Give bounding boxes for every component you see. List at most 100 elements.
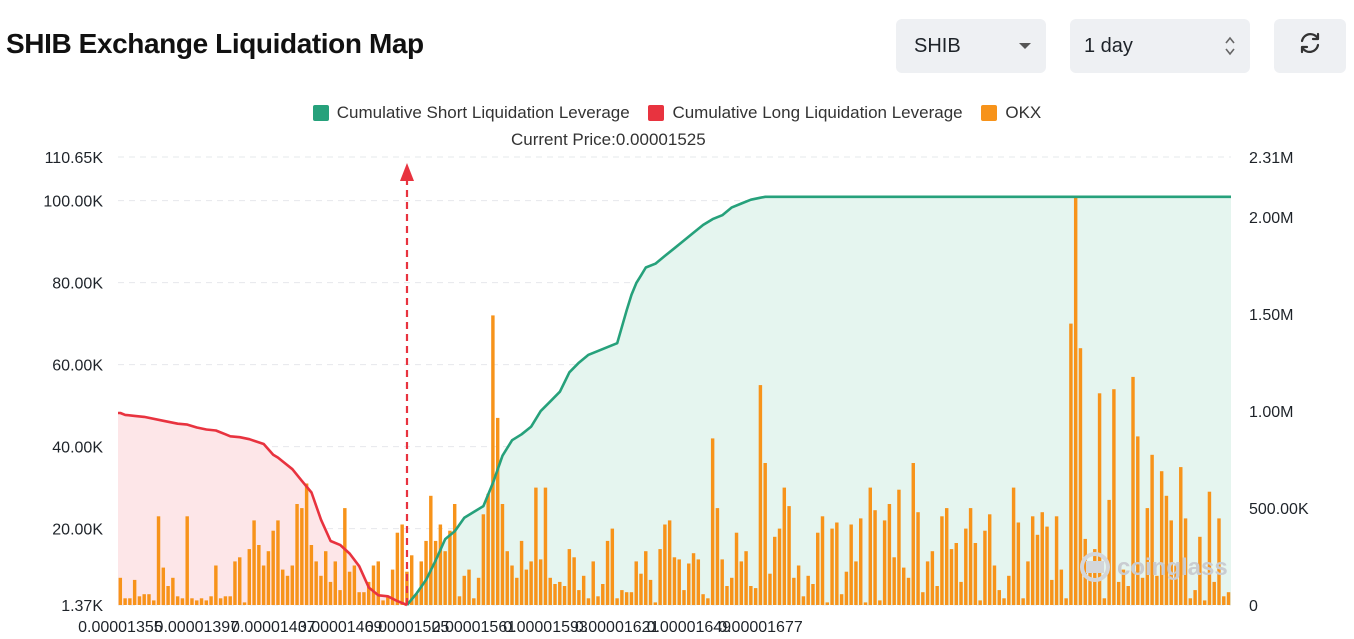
okx-bar bbox=[1021, 598, 1025, 605]
okx-bar bbox=[1217, 518, 1221, 605]
coin-select[interactable]: SHIB bbox=[896, 19, 1046, 73]
okx-bar bbox=[1078, 348, 1083, 605]
okx-bar bbox=[1198, 536, 1202, 605]
okx-bar bbox=[796, 565, 801, 605]
okx-bar bbox=[921, 592, 925, 605]
okx-bar bbox=[467, 569, 471, 605]
okx-bar bbox=[1073, 196, 1078, 605]
okx-bar bbox=[1188, 598, 1193, 605]
okx-bar bbox=[180, 598, 185, 605]
legend-label-short: Cumulative Short Liquidation Leverage bbox=[336, 103, 630, 122]
okx-bar bbox=[195, 600, 199, 605]
okx-bar bbox=[529, 561, 533, 605]
okx-bar bbox=[753, 588, 758, 605]
short-liquidation-area bbox=[407, 196, 1231, 606]
okx-bar bbox=[505, 551, 509, 605]
y-left-tick-label: 100.00K bbox=[43, 194, 103, 211]
okx-bar bbox=[954, 543, 958, 605]
okx-bar bbox=[816, 532, 820, 605]
okx-bar bbox=[882, 520, 887, 605]
okx-bar bbox=[658, 549, 662, 605]
okx-bar bbox=[481, 514, 486, 605]
okx-bar bbox=[457, 596, 462, 605]
okx-bar bbox=[706, 598, 710, 605]
legend-item-long[interactable]: Cumulative Long Liquidation Leverage bbox=[648, 103, 963, 123]
page-title: SHIB Exchange Liquidation Map bbox=[6, 28, 424, 59]
okx-bar bbox=[271, 530, 275, 605]
okx-bar bbox=[524, 569, 529, 605]
okx-bar bbox=[744, 551, 748, 605]
okx-bar bbox=[1207, 491, 1212, 605]
okx-bar bbox=[443, 551, 447, 605]
okx-bar bbox=[366, 581, 371, 605]
y-right-tick-label: 2.00M bbox=[1249, 210, 1293, 227]
okx-bar bbox=[567, 549, 572, 605]
legend-swatch-short bbox=[312, 105, 329, 121]
okx-bar bbox=[663, 524, 667, 605]
okx-bar bbox=[586, 598, 591, 605]
okx-bar bbox=[1011, 487, 1016, 605]
okx-bar bbox=[591, 561, 595, 605]
okx-bar bbox=[1097, 393, 1102, 605]
okx-bar bbox=[849, 524, 853, 605]
okx-bar bbox=[214, 565, 218, 605]
okx-bar bbox=[892, 557, 896, 605]
okx-bar bbox=[1026, 561, 1030, 605]
okx-bar bbox=[572, 557, 576, 605]
cumulative-lines bbox=[118, 195, 1231, 607]
okx-bar bbox=[1116, 581, 1121, 605]
okx-bar bbox=[390, 569, 395, 605]
long-liquidation-line bbox=[118, 411, 408, 607]
okx-bar bbox=[161, 567, 166, 605]
x-tick-label: 0.00001677 bbox=[718, 619, 803, 636]
okx-bar bbox=[166, 586, 170, 605]
okx-bar bbox=[558, 581, 562, 605]
range-select-value: 1 day bbox=[1084, 34, 1133, 57]
okx-bar bbox=[295, 504, 299, 605]
okx-bar bbox=[376, 561, 380, 605]
okx-bar bbox=[319, 575, 323, 605]
caret-down-icon bbox=[1018, 19, 1032, 73]
x-axis: 0.000013550.000013970.000014370.00001469… bbox=[78, 619, 803, 636]
okx-bar bbox=[935, 586, 939, 605]
okx-bar bbox=[204, 600, 209, 605]
okx-bar bbox=[543, 487, 548, 605]
y-right-tick-label: 500.00K bbox=[1249, 501, 1309, 518]
okx-bar bbox=[978, 600, 982, 605]
okx-bar bbox=[433, 540, 438, 605]
okx-bar bbox=[811, 584, 815, 605]
legend-swatch-long bbox=[648, 105, 665, 121]
okx-bar bbox=[252, 520, 256, 605]
okx-bar bbox=[1016, 522, 1021, 605]
okx-bar bbox=[577, 590, 581, 605]
y-right-tick-label: 1.00M bbox=[1249, 404, 1293, 421]
okx-bar bbox=[491, 315, 495, 605]
okx-bar bbox=[768, 573, 772, 605]
okx-bar bbox=[343, 508, 347, 605]
okx-bar bbox=[820, 516, 825, 605]
okx-bar bbox=[266, 551, 271, 605]
okx-bar bbox=[634, 561, 638, 605]
range-select[interactable]: 1 day bbox=[1070, 19, 1250, 73]
okx-bar bbox=[710, 438, 715, 605]
okx-bar bbox=[1121, 569, 1126, 605]
okx-bar bbox=[906, 577, 911, 605]
okx-bar bbox=[835, 522, 839, 605]
okx-bar bbox=[242, 602, 247, 605]
okx-bar bbox=[648, 579, 653, 605]
okx-bar bbox=[486, 493, 490, 605]
okx-bar bbox=[495, 417, 500, 605]
x-tick-label: 0.00001437 bbox=[231, 619, 316, 636]
okx-bar bbox=[1202, 600, 1207, 605]
okx-bar bbox=[773, 536, 777, 605]
refresh-button[interactable] bbox=[1274, 19, 1346, 73]
okx-bar bbox=[1169, 520, 1173, 605]
okx-bar bbox=[992, 565, 997, 605]
legend-item-okx[interactable]: OKX bbox=[981, 103, 1041, 123]
okx-bar bbox=[629, 592, 634, 605]
okx-bar bbox=[734, 532, 739, 605]
okx-bar bbox=[1131, 376, 1135, 605]
okx-bar bbox=[276, 520, 280, 605]
okx-bar bbox=[362, 592, 366, 605]
legend-item-short[interactable]: Cumulative Short Liquidation Leverage bbox=[312, 103, 630, 123]
